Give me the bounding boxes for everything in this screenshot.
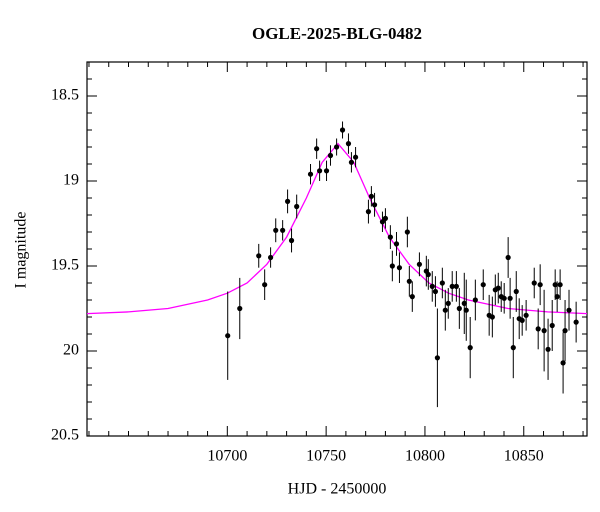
data-point [507,295,513,301]
data-point [352,154,359,160]
data-point [573,319,579,325]
data-point [562,328,568,334]
x-tick-label: 10850 [504,448,544,465]
data-point [345,141,352,147]
data-point [510,345,516,351]
data-point [334,144,340,150]
data-point [445,300,451,306]
y-tick-label: 20 [63,342,79,359]
data-point [531,280,537,286]
data-point [327,152,334,159]
x-axis-label: HJD - 2450000 [288,481,387,498]
data-point [371,202,378,208]
data-point [495,285,501,291]
data-point [472,297,478,303]
data-point [501,295,507,301]
data-point [225,333,231,339]
data-point [294,203,300,210]
data-point [406,278,412,284]
data-point [480,282,486,288]
data-point [554,294,560,300]
data-point [389,263,395,269]
data-point [267,254,274,261]
data-point [535,326,541,332]
data-point [409,294,415,300]
data-point [273,227,279,233]
data-point [237,305,243,312]
data-point [280,227,286,233]
data-point [256,253,262,259]
data-point [463,307,469,313]
x-tick-label: 10800 [405,448,445,465]
y-tick-label: 18.5 [51,87,79,104]
data-point [339,127,346,133]
data-point [379,219,386,225]
data-point [557,282,563,288]
data-point [489,314,495,320]
plot-frame [86,61,588,437]
data-point [545,346,551,352]
y-tick-label: 19 [63,172,79,189]
y-axis-label: I magnitude [13,212,30,289]
data-point [323,168,330,174]
data-point [560,360,566,366]
data-point [429,283,435,289]
data-point [513,288,519,295]
data-point [552,282,558,288]
y-tick-label: 19.5 [51,257,79,274]
data-point [432,288,439,295]
data-point [393,241,400,247]
data-point [317,168,323,174]
data-point [307,171,314,177]
data-point [523,312,529,318]
data-point [387,234,393,240]
data-point [365,209,372,215]
data-point [519,317,525,323]
data-point [425,271,431,278]
model-curve [86,142,588,315]
data-point [439,280,445,286]
data-point [549,322,555,329]
data-point [537,282,543,288]
data-point [396,265,403,271]
chart-title: OGLE-2025-BLG-0482 [252,24,422,43]
data-point [368,193,374,199]
x-tick-label: 10700 [207,448,247,465]
data-point [404,229,410,235]
data-point [461,300,467,306]
data-point [284,198,291,204]
data-point [382,215,389,221]
data-point [314,146,320,152]
data-point [449,283,455,289]
data-point [541,328,547,334]
y-tick-label: 20.5 [51,427,79,444]
data-point [505,254,511,261]
data-point [456,305,462,312]
data-point [434,355,440,361]
data-point [566,307,572,313]
data-point [416,261,423,267]
data-point [467,345,473,351]
data-point [442,307,448,313]
data-point [348,159,355,165]
data-point [262,282,268,288]
data-point [453,283,459,289]
x-tick-label: 10750 [306,448,346,465]
data-point [288,237,295,244]
